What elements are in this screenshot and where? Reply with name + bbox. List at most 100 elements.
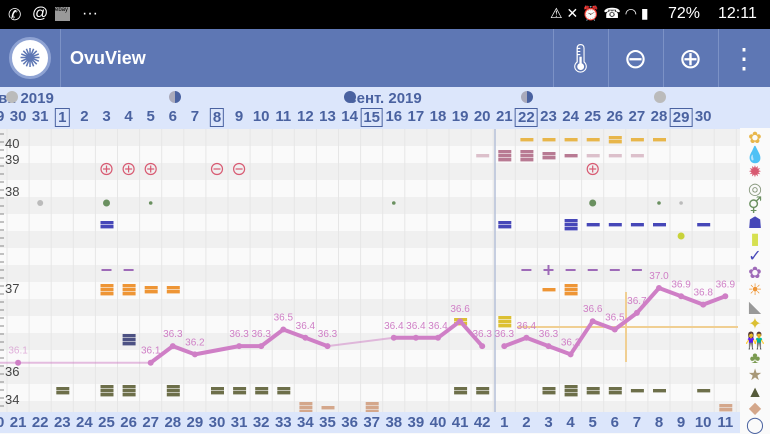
date-24[interactable]: 22 [515, 108, 538, 127]
date-32[interactable]: 30 [694, 108, 712, 125]
date-16[interactable]: 14 [341, 108, 358, 125]
date-14[interactable]: 12 [297, 108, 314, 125]
date-11[interactable]: 9 [234, 108, 244, 125]
clover-alert-icon[interactable]: ♣ [749, 349, 761, 367]
date-20[interactable]: 18 [429, 108, 447, 125]
date-0[interactable]: 29 [0, 108, 5, 125]
flower-icon[interactable]: ✿ [748, 130, 762, 147]
sun-icon[interactable]: ☀ [747, 282, 763, 300]
date-header: вг. 2019 сент. 2019 29303112345678910111… [0, 87, 770, 129]
pain-icon[interactable]: ☗ [747, 214, 763, 232]
mood-mark [122, 288, 136, 292]
date-9[interactable]: 7 [190, 108, 200, 125]
date-13[interactable]: 11 [275, 108, 292, 125]
cervix-icon[interactable]: ◎ [748, 180, 762, 198]
temp-label: 36.3 [163, 329, 183, 340]
flower-check-icon[interactable]: ✿ [748, 265, 762, 283]
date-28[interactable]: 26 [606, 108, 624, 125]
temp-point [191, 351, 198, 358]
temp-line [702, 294, 727, 307]
mark-olive [277, 391, 291, 395]
date-15[interactable]: 13 [319, 108, 336, 125]
mark-olive [166, 385, 180, 389]
note-icon[interactable]: ▮ [750, 231, 760, 249]
date-7[interactable]: 5 [146, 108, 155, 125]
pain-mark [100, 221, 114, 225]
test-result-icon [144, 162, 157, 176]
pain-mark [498, 225, 512, 229]
date-12[interactable]: 10 [252, 108, 270, 125]
date-6[interactable]: 4 [124, 108, 133, 125]
spray-icon[interactable]: ◣ [748, 299, 762, 316]
bleeding-mark [476, 154, 490, 158]
cycle-day-18: 38 [385, 414, 403, 431]
mark-olive [211, 387, 224, 391]
bleeding-mark [520, 154, 534, 158]
mark-olive [586, 391, 600, 395]
mark-tan [719, 404, 733, 408]
date-26[interactable]: 24 [562, 108, 579, 125]
date-4[interactable]: 2 [80, 108, 89, 125]
triangle-icon[interactable]: ▲ [747, 383, 763, 401]
date-8[interactable]: 6 [168, 108, 177, 125]
month-label-sep: сент. 2019 [348, 90, 422, 107]
date-3[interactable]: 1 [55, 108, 70, 127]
date-27[interactable]: 25 [584, 108, 602, 125]
mark-olive [454, 391, 468, 395]
date-23[interactable]: 21 [495, 108, 513, 125]
bleeding-mark [564, 154, 578, 158]
mark-olive [233, 387, 247, 391]
date-31[interactable]: 29 [669, 108, 693, 127]
date-5[interactable]: 3 [102, 108, 111, 125]
cycle-day-1: 21 [9, 414, 27, 431]
temp-line [525, 335, 550, 348]
date-1[interactable]: 30 [9, 108, 27, 125]
axis-label: 34 [5, 392, 19, 407]
date-18[interactable]: 16 [385, 108, 403, 125]
more-notifications: ··· [82, 5, 98, 22]
temp-point [169, 343, 176, 350]
cycle-day-11: 31 [230, 414, 248, 431]
cycle-day-4: 24 [76, 414, 93, 431]
band [0, 129, 740, 146]
more-menu-button[interactable]: ⋮ [718, 29, 770, 87]
date-22[interactable]: 20 [473, 108, 491, 125]
mark-olive [211, 391, 224, 395]
star-icon[interactable]: ★ [747, 366, 763, 384]
test-check-icon[interactable]: ✓ [748, 248, 762, 266]
date-17[interactable]: 15 [360, 108, 384, 127]
splash-icon[interactable]: ✹ [748, 163, 762, 181]
thermometer-button[interactable]: 🌡 [553, 29, 608, 87]
flow-mark [520, 138, 534, 142]
sparkle-icon[interactable]: ✦ [748, 315, 762, 333]
sex-icon[interactable]: ⚥ [747, 197, 763, 215]
moon-phase-icon [654, 91, 666, 103]
zoom-out-button[interactable]: ⊖ [608, 29, 663, 87]
blood-drop-icon[interactable]: 💧 [745, 146, 765, 164]
couple-icon[interactable]: 👫 [745, 332, 765, 350]
mark-olive [542, 391, 556, 395]
cycle-day-17: 37 [363, 414, 381, 431]
pain-mark [498, 221, 512, 225]
temp-label: 36.4 [296, 321, 316, 332]
temp-line [591, 319, 616, 332]
date-29[interactable]: 27 [628, 108, 646, 125]
date-19[interactable]: 17 [407, 108, 425, 125]
date-25[interactable]: 23 [540, 108, 557, 125]
date-10[interactable]: 8 [209, 108, 225, 127]
temp-label: 36.2 [185, 337, 205, 348]
date-2[interactable]: 31 [31, 108, 49, 125]
cycle-day-27: 5 [588, 414, 597, 431]
date-21[interactable]: 19 [451, 108, 469, 125]
mood-mark [144, 286, 158, 290]
mark-olive [630, 389, 644, 393]
cycle-day-30: 8 [654, 414, 664, 431]
diamonds-icon[interactable]: ◆ [748, 400, 762, 418]
zoom-in-button[interactable]: ⊕ [663, 29, 718, 87]
pain-mark [564, 227, 578, 231]
date-30[interactable]: 28 [650, 108, 668, 125]
ring-icon[interactable]: ◯ [746, 417, 764, 434]
app-title: OvuView [70, 48, 146, 68]
app-logo-icon[interactable]: ✺ [9, 37, 51, 79]
